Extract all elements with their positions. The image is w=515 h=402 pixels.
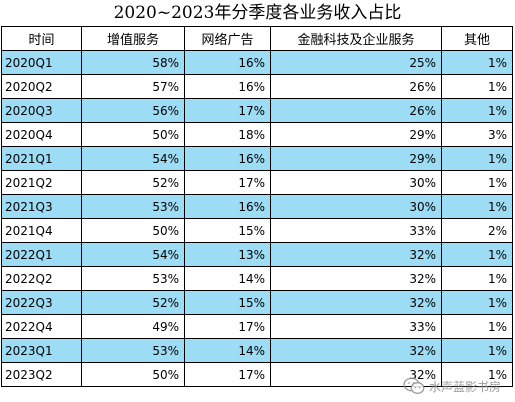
cell-period: 2021Q1 xyxy=(1,146,82,171)
table-row: 2021Q4 50% 15% 33% 2% xyxy=(1,218,513,243)
cell-value-added-services: 54% xyxy=(81,242,185,267)
table-row: 2021Q2 52% 17% 30% 1% xyxy=(1,170,513,195)
cell-online-advertising: 16% xyxy=(184,146,271,171)
cell-online-advertising: 14% xyxy=(184,338,271,363)
cell-fintech-business-services: 30% xyxy=(270,194,442,219)
cell-value-added-services: 57% xyxy=(81,74,185,99)
table-title: 2020~2023年分季度各业务收入占比 xyxy=(113,3,402,23)
cell-online-advertising: 17% xyxy=(184,98,271,123)
cell-period: 2023Q1 xyxy=(1,338,82,363)
table-row: 2020Q1 58% 16% 25% 1% xyxy=(1,50,513,75)
cell-period: 2021Q2 xyxy=(1,170,82,195)
table-row: 2023Q2 50% 17% 32% 1% xyxy=(1,362,513,387)
cell-fintech-business-services: 33% xyxy=(270,218,442,243)
cell-online-advertising: 13% xyxy=(184,242,271,267)
table-row: 2021Q3 53% 16% 30% 1% xyxy=(1,194,513,219)
cell-value-added-services: 53% xyxy=(81,194,185,219)
cell-fintech-business-services: 32% xyxy=(270,338,442,363)
cell-period: 2020Q1 xyxy=(1,50,82,75)
cell-online-advertising: 18% xyxy=(184,122,271,147)
cell-value-added-services: 52% xyxy=(81,290,185,315)
cell-period: 2022Q3 xyxy=(1,290,82,315)
cell-period: 2020Q3 xyxy=(1,98,82,123)
cell-period: 2020Q4 xyxy=(1,122,82,147)
header-others: 其他 xyxy=(441,26,513,51)
cell-online-advertising: 14% xyxy=(184,266,271,291)
cell-fintech-business-services: 26% xyxy=(270,98,442,123)
cell-fintech-business-services: 32% xyxy=(270,362,442,387)
cell-fintech-business-services: 25% xyxy=(270,50,442,75)
header-online-advertising: 网络广告 xyxy=(184,26,271,51)
cell-value-added-services: 54% xyxy=(81,146,185,171)
cell-fintech-business-services: 32% xyxy=(270,290,442,315)
cell-period: 2023Q2 xyxy=(1,362,82,387)
cell-online-advertising: 15% xyxy=(184,218,271,243)
cell-value-added-services: 56% xyxy=(81,98,185,123)
cell-value-added-services: 49% xyxy=(81,314,185,339)
revenue-share-table: 时间 增值服务 网络广告 金融科技及企业服务 其他 2020Q1 58% 16%… xyxy=(1,26,513,387)
cell-online-advertising: 16% xyxy=(184,50,271,75)
cell-others: 1% xyxy=(441,314,513,339)
cell-fintech-business-services: 33% xyxy=(270,314,442,339)
header-period: 时间 xyxy=(1,26,82,51)
table-row: 2022Q4 49% 17% 33% 1% xyxy=(1,314,513,339)
cell-others: 1% xyxy=(441,338,513,363)
cell-fintech-business-services: 29% xyxy=(270,146,442,171)
cell-value-added-services: 50% xyxy=(81,218,185,243)
cell-others: 1% xyxy=(441,74,513,99)
cell-others: 1% xyxy=(441,50,513,75)
cell-value-added-services: 53% xyxy=(81,266,185,291)
cell-value-added-services: 58% xyxy=(81,50,185,75)
table-row: 2020Q3 56% 17% 26% 1% xyxy=(1,98,513,123)
table-row: 2020Q2 57% 16% 26% 1% xyxy=(1,74,513,99)
cell-period: 2021Q4 xyxy=(1,218,82,243)
cell-fintech-business-services: 26% xyxy=(270,74,442,99)
table-row: 2022Q1 54% 13% 32% 1% xyxy=(1,242,513,267)
cell-period: 2022Q2 xyxy=(1,266,82,291)
cell-fintech-business-services: 29% xyxy=(270,122,442,147)
cell-online-advertising: 17% xyxy=(184,170,271,195)
cell-others: 2% xyxy=(441,218,513,243)
table-row: 2023Q1 53% 14% 32% 1% xyxy=(1,338,513,363)
header-value-added-services: 增值服务 xyxy=(81,26,185,51)
cell-online-advertising: 15% xyxy=(184,290,271,315)
cell-period: 2020Q2 xyxy=(1,74,82,99)
cell-online-advertising: 16% xyxy=(184,194,271,219)
cell-fintech-business-services: 32% xyxy=(270,242,442,267)
cell-others: 1% xyxy=(441,146,513,171)
cell-value-added-services: 53% xyxy=(81,338,185,363)
table-row: 2022Q3 52% 15% 32% 1% xyxy=(1,290,513,315)
cell-others: 1% xyxy=(441,362,513,387)
cell-others: 1% xyxy=(441,170,513,195)
cell-period: 2022Q4 xyxy=(1,314,82,339)
cell-online-advertising: 17% xyxy=(184,362,271,387)
cell-others: 1% xyxy=(441,194,513,219)
cell-others: 1% xyxy=(441,242,513,267)
cell-period: 2022Q1 xyxy=(1,242,82,267)
header-row: 时间 增值服务 网络广告 金融科技及企业服务 其他 xyxy=(1,26,513,51)
cell-others: 3% xyxy=(441,122,513,147)
cell-others: 1% xyxy=(441,266,513,291)
cell-fintech-business-services: 32% xyxy=(270,266,442,291)
cell-online-advertising: 16% xyxy=(184,74,271,99)
table-row: 2022Q2 53% 14% 32% 1% xyxy=(1,266,513,291)
cell-value-added-services: 50% xyxy=(81,362,185,387)
cell-online-advertising: 17% xyxy=(184,314,271,339)
table-row: 2020Q4 50% 18% 29% 3% xyxy=(1,122,513,147)
table-row: 2021Q1 54% 16% 29% 1% xyxy=(1,146,513,171)
cell-fintech-business-services: 30% xyxy=(270,170,442,195)
cell-others: 1% xyxy=(441,290,513,315)
cell-others: 1% xyxy=(441,98,513,123)
cell-value-added-services: 50% xyxy=(81,122,185,147)
header-fintech-business-services: 金融科技及企业服务 xyxy=(270,26,442,51)
cell-value-added-services: 52% xyxy=(81,170,185,195)
cell-period: 2021Q3 xyxy=(1,194,82,219)
